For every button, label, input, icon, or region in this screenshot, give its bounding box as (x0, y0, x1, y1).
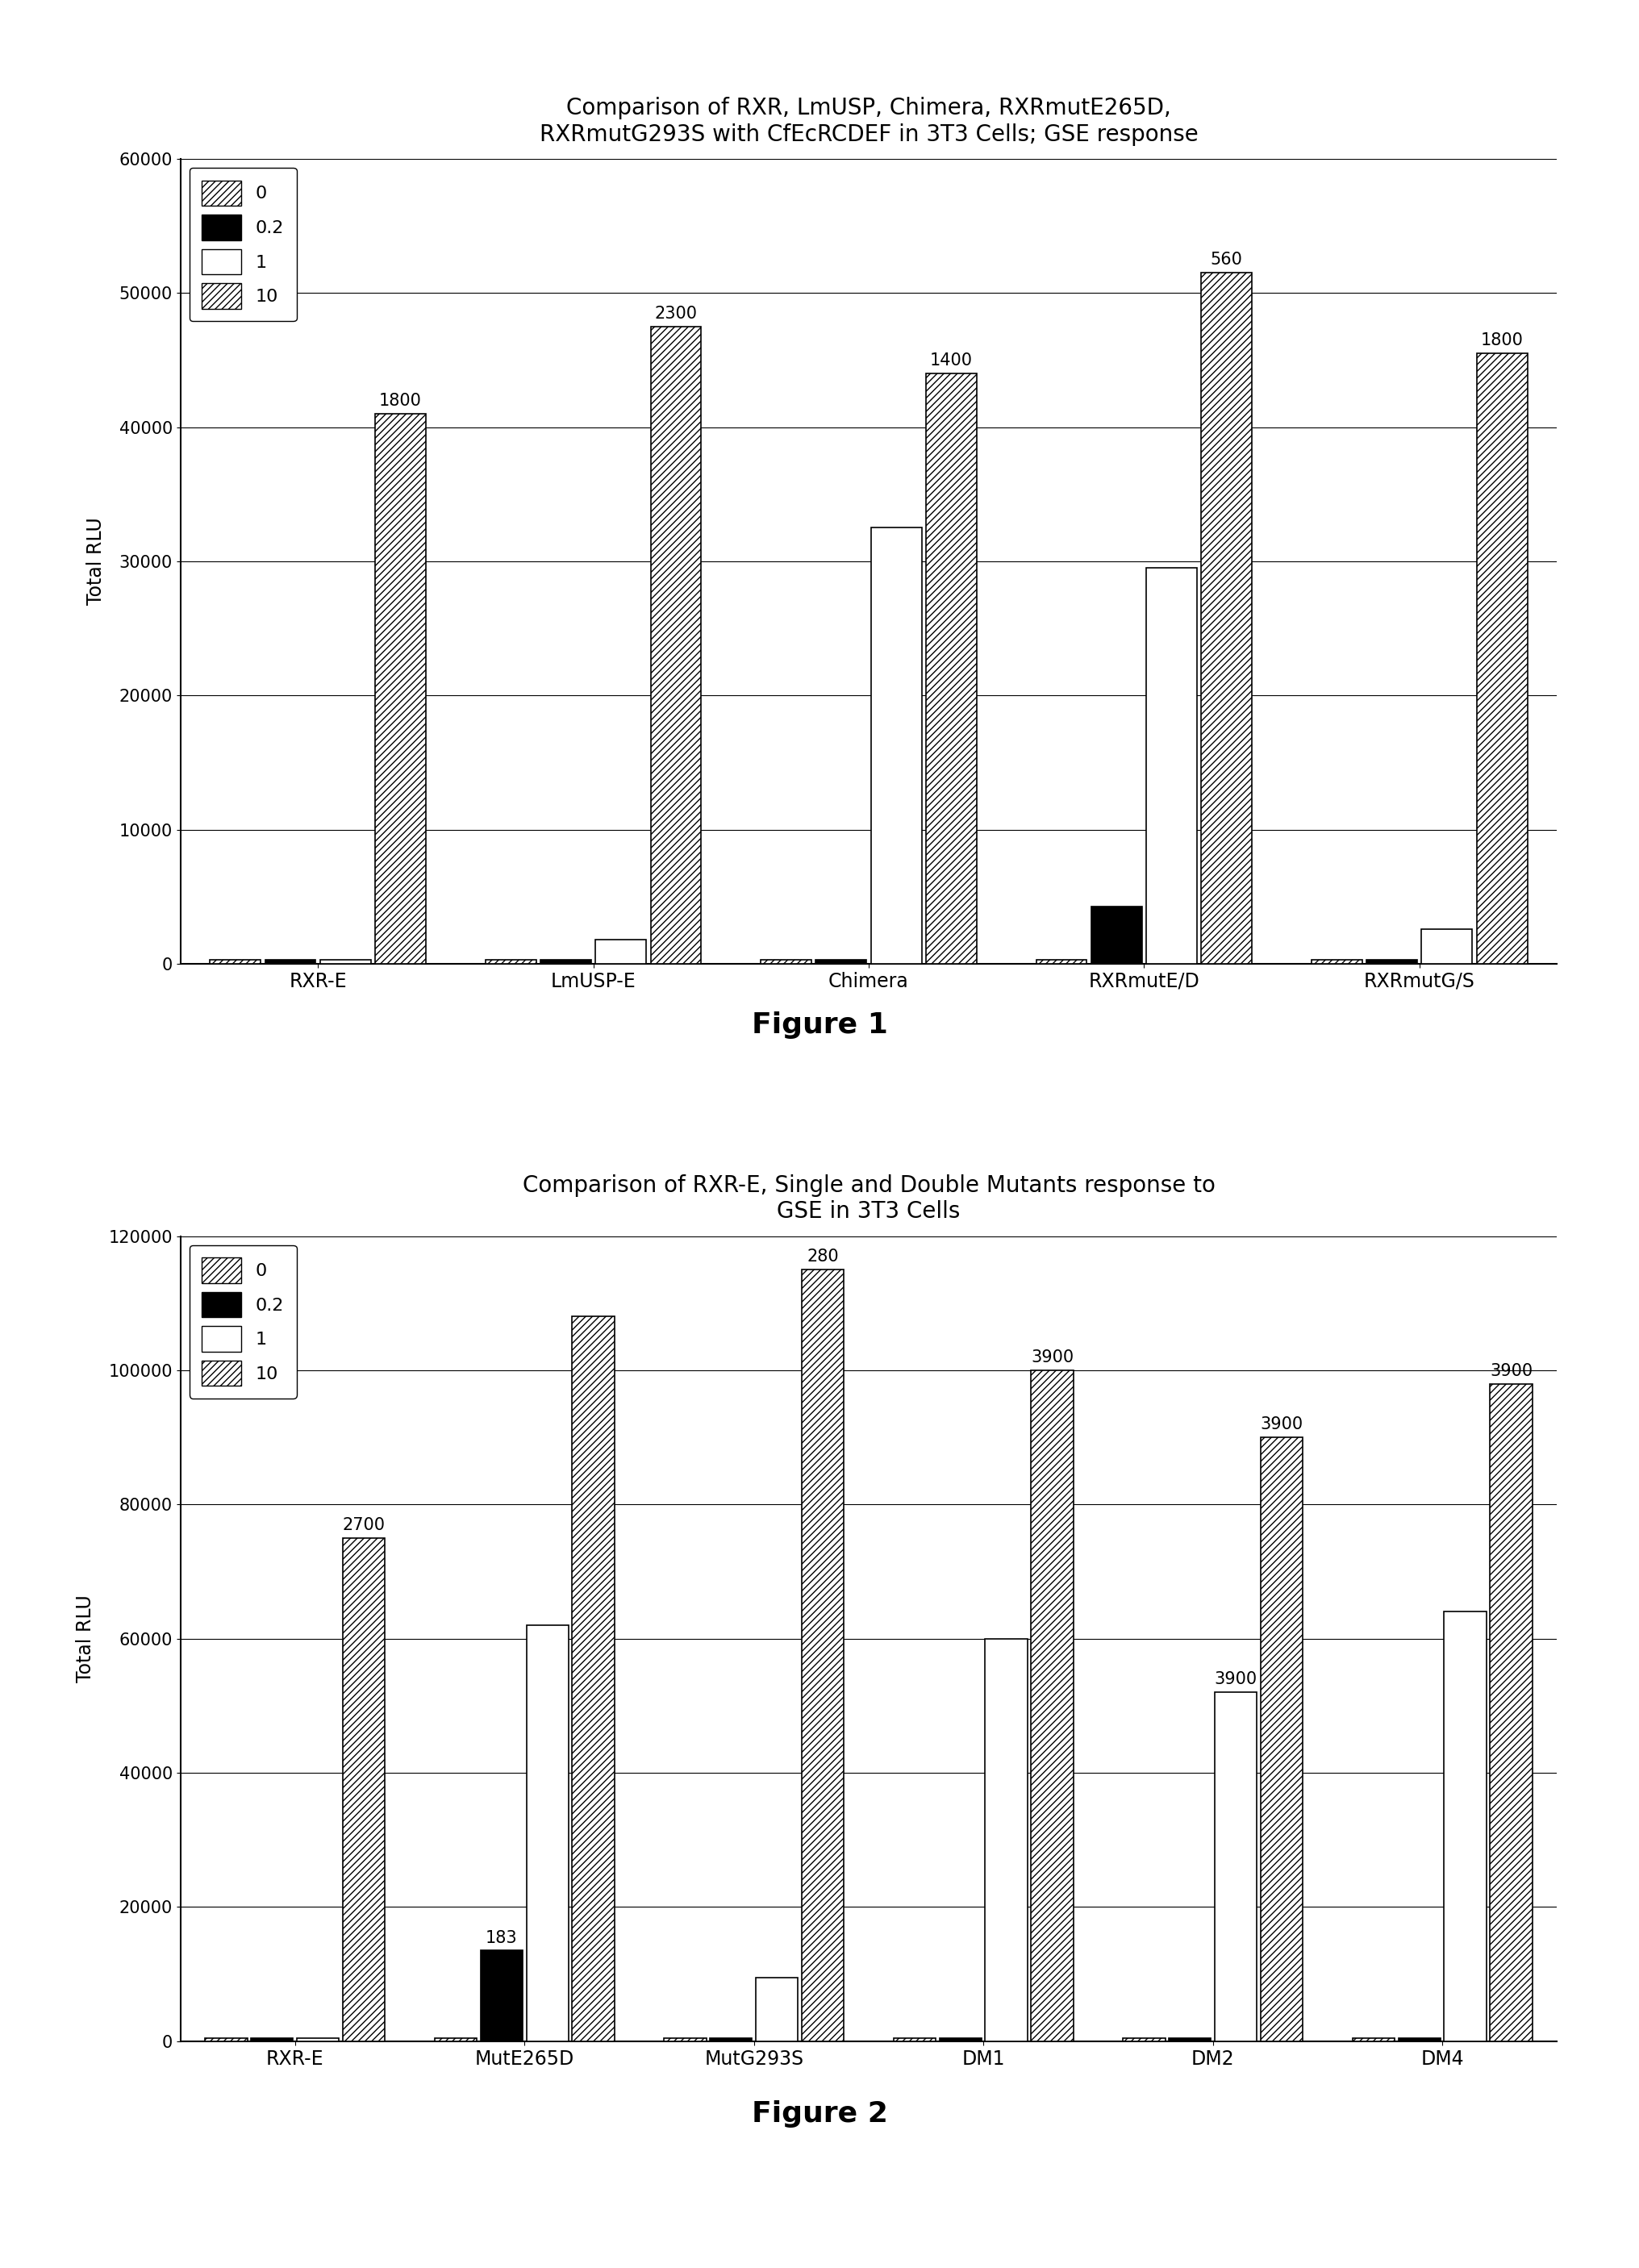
Bar (297, 2039, 339, 2041)
Bar (1367, 959, 1418, 964)
Bar (664, 2039, 706, 2041)
Text: 1800: 1800 (1480, 333, 1523, 349)
Bar (1214, 1692, 1257, 2041)
Bar (210, 959, 261, 964)
Bar (1311, 959, 1362, 964)
Bar (572, 1315, 615, 2041)
Text: 3900: 3900 (1490, 1363, 1532, 1379)
Bar (1031, 1370, 1074, 2041)
Bar (480, 1950, 523, 2041)
Bar (985, 1637, 1028, 2041)
Bar (939, 2039, 982, 2041)
Bar (710, 2039, 752, 2041)
Bar (870, 528, 921, 964)
Text: 560: 560 (1211, 252, 1242, 268)
Bar (651, 327, 701, 964)
Bar (1146, 567, 1196, 964)
Y-axis label: Total RLU: Total RLU (75, 1594, 95, 1683)
Bar (1123, 2039, 1165, 2041)
Bar (1398, 2039, 1441, 2041)
Bar (801, 1270, 844, 2041)
Bar (541, 959, 592, 964)
Bar (756, 1978, 798, 2041)
Bar (205, 2039, 247, 2041)
Bar (1260, 1438, 1303, 2041)
Bar (375, 413, 426, 964)
Bar (1444, 1613, 1487, 2041)
Text: 1800: 1800 (379, 392, 421, 408)
Bar (1352, 2039, 1395, 2041)
Title: Comparison of RXR, LmUSP, Chimera, RXRmutE265D,
RXRmutG293S with CfEcRCDEF in 3T: Comparison of RXR, LmUSP, Chimera, RXRmu… (539, 98, 1198, 145)
Text: Figure 1: Figure 1 (751, 1012, 888, 1039)
Bar (251, 2039, 293, 2041)
Bar (1477, 354, 1528, 964)
Bar (434, 2039, 477, 2041)
Bar (816, 959, 867, 964)
Bar (526, 1626, 569, 2041)
Bar (926, 374, 977, 964)
Bar (1169, 2039, 1211, 2041)
Bar (1092, 907, 1142, 964)
Text: Figure 2: Figure 2 (751, 2100, 888, 2127)
Bar (1036, 959, 1087, 964)
Text: 280: 280 (806, 1250, 839, 1266)
Bar (1201, 272, 1252, 964)
Text: 3900: 3900 (1260, 1418, 1303, 1433)
Text: 3900: 3900 (1214, 1672, 1257, 1687)
Legend: 0, 0.2, 1, 10: 0, 0.2, 1, 10 (188, 1245, 297, 1399)
Bar (343, 1538, 385, 2041)
Bar (1490, 1383, 1532, 2041)
Text: 2700: 2700 (343, 1517, 385, 1533)
Bar (320, 959, 370, 964)
Text: 183: 183 (485, 1930, 518, 1946)
Text: 1400: 1400 (929, 352, 972, 370)
Legend: 0, 0.2, 1, 10: 0, 0.2, 1, 10 (188, 168, 297, 322)
Bar (760, 959, 811, 964)
Text: 2300: 2300 (654, 306, 697, 322)
Text: 3900: 3900 (1031, 1349, 1074, 1365)
Bar (485, 959, 536, 964)
Y-axis label: Total RLU: Total RLU (87, 517, 105, 606)
Bar (1421, 930, 1472, 964)
Bar (266, 959, 316, 964)
Bar (595, 939, 646, 964)
Bar (893, 2039, 936, 2041)
Title: Comparison of RXR-E, Single and Double Mutants response to
GSE in 3T3 Cells: Comparison of RXR-E, Single and Double M… (523, 1175, 1214, 1222)
